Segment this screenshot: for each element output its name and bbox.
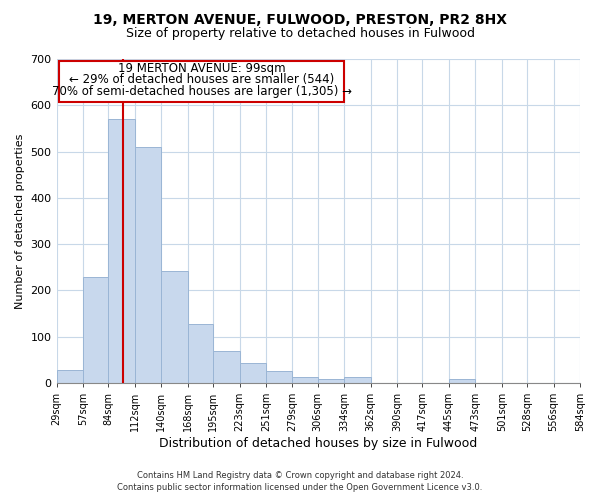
- Bar: [213, 350, 239, 383]
- Bar: [449, 380, 475, 383]
- Y-axis label: Number of detached properties: Number of detached properties: [15, 134, 25, 308]
- Bar: [292, 377, 318, 383]
- Text: 19 MERTON AVENUE: 99sqm: 19 MERTON AVENUE: 99sqm: [118, 62, 286, 75]
- Bar: [344, 376, 371, 383]
- Text: 19, MERTON AVENUE, FULWOOD, PRESTON, PR2 8HX: 19, MERTON AVENUE, FULWOOD, PRESTON, PR2…: [93, 12, 507, 26]
- Bar: [135, 147, 161, 383]
- Text: 70% of semi-detached houses are larger (1,305) →: 70% of semi-detached houses are larger (…: [52, 85, 352, 98]
- Text: ← 29% of detached houses are smaller (544): ← 29% of detached houses are smaller (54…: [69, 74, 334, 86]
- X-axis label: Distribution of detached houses by size in Fulwood: Distribution of detached houses by size …: [159, 437, 478, 450]
- Bar: [266, 370, 292, 383]
- Bar: [161, 271, 188, 383]
- Bar: [239, 363, 266, 383]
- Bar: [580, 380, 600, 383]
- Bar: [109, 119, 135, 383]
- Bar: [56, 370, 83, 383]
- Text: Size of property relative to detached houses in Fulwood: Size of property relative to detached ho…: [125, 28, 475, 40]
- Bar: [188, 324, 213, 383]
- Bar: [83, 276, 109, 383]
- Text: Contains HM Land Registry data © Crown copyright and database right 2024.
Contai: Contains HM Land Registry data © Crown c…: [118, 471, 482, 492]
- Bar: [318, 379, 344, 383]
- FancyBboxPatch shape: [59, 61, 344, 102]
